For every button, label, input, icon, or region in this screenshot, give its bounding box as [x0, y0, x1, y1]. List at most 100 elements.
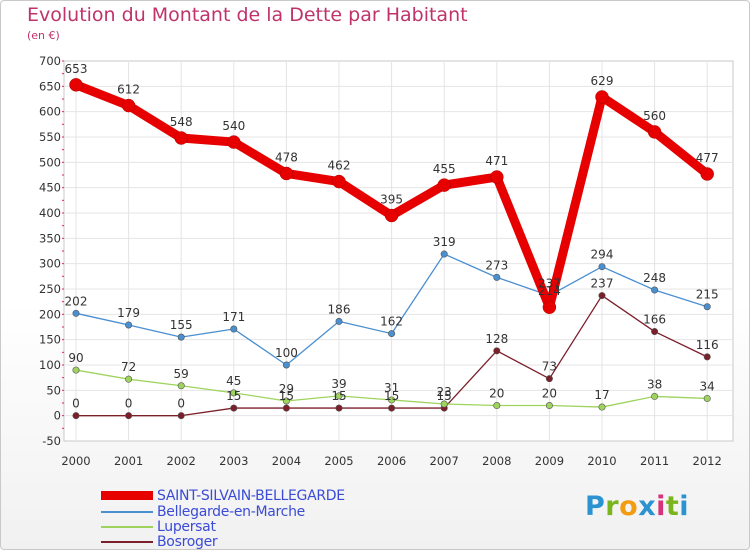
data-point-3 [230, 404, 238, 412]
data-point-0 [595, 90, 609, 104]
data-label-1: 162 [380, 315, 403, 329]
data-point-3 [703, 353, 711, 361]
data-point-3 [177, 412, 185, 420]
data-label-2: 59 [174, 367, 189, 381]
data-point-1 [125, 321, 133, 329]
data-point-1 [598, 263, 606, 271]
y-tick-label: 400 [39, 206, 61, 220]
x-tick-label: 2004 [272, 454, 301, 468]
data-point-3 [545, 375, 553, 383]
data-point-1 [177, 333, 185, 341]
data-label-1: 237 [538, 277, 561, 291]
logo-letter: i [679, 491, 690, 522]
data-point-3 [125, 412, 133, 420]
logo-letter: r [605, 491, 620, 522]
data-point-0 [332, 174, 346, 189]
x-tick-label: 2008 [482, 454, 511, 468]
data-label-2: 39 [331, 377, 346, 391]
data-label-1: 155 [170, 318, 193, 332]
data-point-1 [703, 303, 711, 311]
data-point-2 [545, 402, 553, 410]
data-point-0 [227, 135, 241, 149]
x-tick-label: 2003 [219, 454, 248, 468]
data-label-3: 15 [331, 389, 346, 403]
data-label-0: 395 [380, 193, 403, 207]
data-point-1 [440, 250, 448, 258]
data-point-2 [493, 402, 501, 410]
y-tick-label: 300 [39, 257, 61, 271]
y-tick-label: 250 [39, 282, 61, 296]
y-tick-label: -50 [42, 434, 61, 448]
data-label-1: 319 [433, 235, 456, 249]
data-point-0 [384, 208, 399, 223]
y-tick-label: 200 [39, 307, 61, 321]
y-tick-label: 150 [39, 333, 61, 347]
data-point-3 [493, 347, 501, 355]
data-point-0 [174, 131, 188, 145]
data-label-2: 38 [647, 377, 662, 391]
data-label-0: 471 [485, 154, 508, 168]
data-label-3: 0 [72, 397, 80, 411]
x-tick-label: 2006 [377, 454, 406, 468]
data-label-2: 29 [279, 382, 294, 396]
y-tick-label: 500 [39, 155, 61, 169]
data-point-2 [703, 394, 711, 402]
data-label-1: 186 [328, 302, 351, 316]
data-point-1 [72, 309, 80, 317]
data-label-2: 20 [542, 387, 557, 401]
data-point-2 [335, 392, 343, 400]
x-tick-label: 2007 [430, 454, 459, 468]
legend-swatch-saint-silvain [101, 491, 153, 500]
data-label-3: 237 [591, 277, 614, 291]
legend-swatch-lupersat [101, 526, 153, 528]
legend-swatch-bellegarde [101, 511, 153, 513]
y-tick-label: 50 [46, 383, 61, 397]
data-point-2 [230, 389, 238, 397]
chart-title: Evolution du Montant de la Dette par Hab… [27, 4, 468, 26]
data-label-2: 45 [226, 374, 241, 388]
y-tick-label: 450 [39, 181, 61, 195]
legend-swatch-bosroger [101, 541, 153, 543]
data-label-0: 462 [328, 159, 351, 173]
y-tick-label: 700 [39, 54, 61, 68]
data-label-3: 73 [542, 360, 557, 374]
logo-letter: x [638, 491, 657, 522]
data-label-3: 15 [384, 389, 399, 403]
y-tick-label: 0 [54, 409, 61, 423]
data-label-1: 179 [117, 306, 140, 320]
data-point-0 [437, 178, 451, 192]
proxiti-logo: Proxiti [585, 491, 689, 522]
data-label-0: 477 [696, 151, 719, 165]
data-point-3 [388, 404, 396, 412]
x-tick-label: 2012 [693, 454, 722, 468]
x-tick-label: 2002 [167, 454, 196, 468]
data-point-3 [598, 292, 606, 300]
data-point-1 [230, 325, 238, 333]
data-point-1 [493, 273, 501, 281]
data-label-0: 629 [591, 74, 614, 88]
data-point-1 [282, 361, 290, 369]
data-point-2 [177, 382, 185, 390]
data-point-1 [388, 330, 396, 338]
data-label-0: 540 [222, 119, 245, 133]
data-point-1 [335, 317, 343, 325]
data-label-2: 31 [384, 381, 399, 395]
data-label-3: 0 [177, 397, 185, 411]
data-point-3 [335, 404, 343, 412]
data-point-3 [651, 328, 659, 336]
data-point-3 [282, 404, 290, 412]
data-label-3: 15 [226, 389, 241, 403]
data-label-1: 100 [275, 346, 298, 360]
data-point-0 [69, 78, 83, 92]
data-point-2 [282, 397, 290, 405]
data-label-0: 653 [65, 62, 88, 76]
data-point-3 [72, 412, 80, 420]
data-label-3: 116 [696, 338, 719, 352]
data-label-1: 248 [643, 271, 666, 285]
data-label-2: 20 [489, 387, 504, 401]
data-label-3: 0 [125, 397, 133, 411]
x-tick-label: 2009 [535, 454, 564, 468]
legend-label-saint-silvain: SAINT-SILVAIN-BELLEGARDE [157, 488, 345, 504]
data-label-2: 17 [594, 388, 609, 402]
